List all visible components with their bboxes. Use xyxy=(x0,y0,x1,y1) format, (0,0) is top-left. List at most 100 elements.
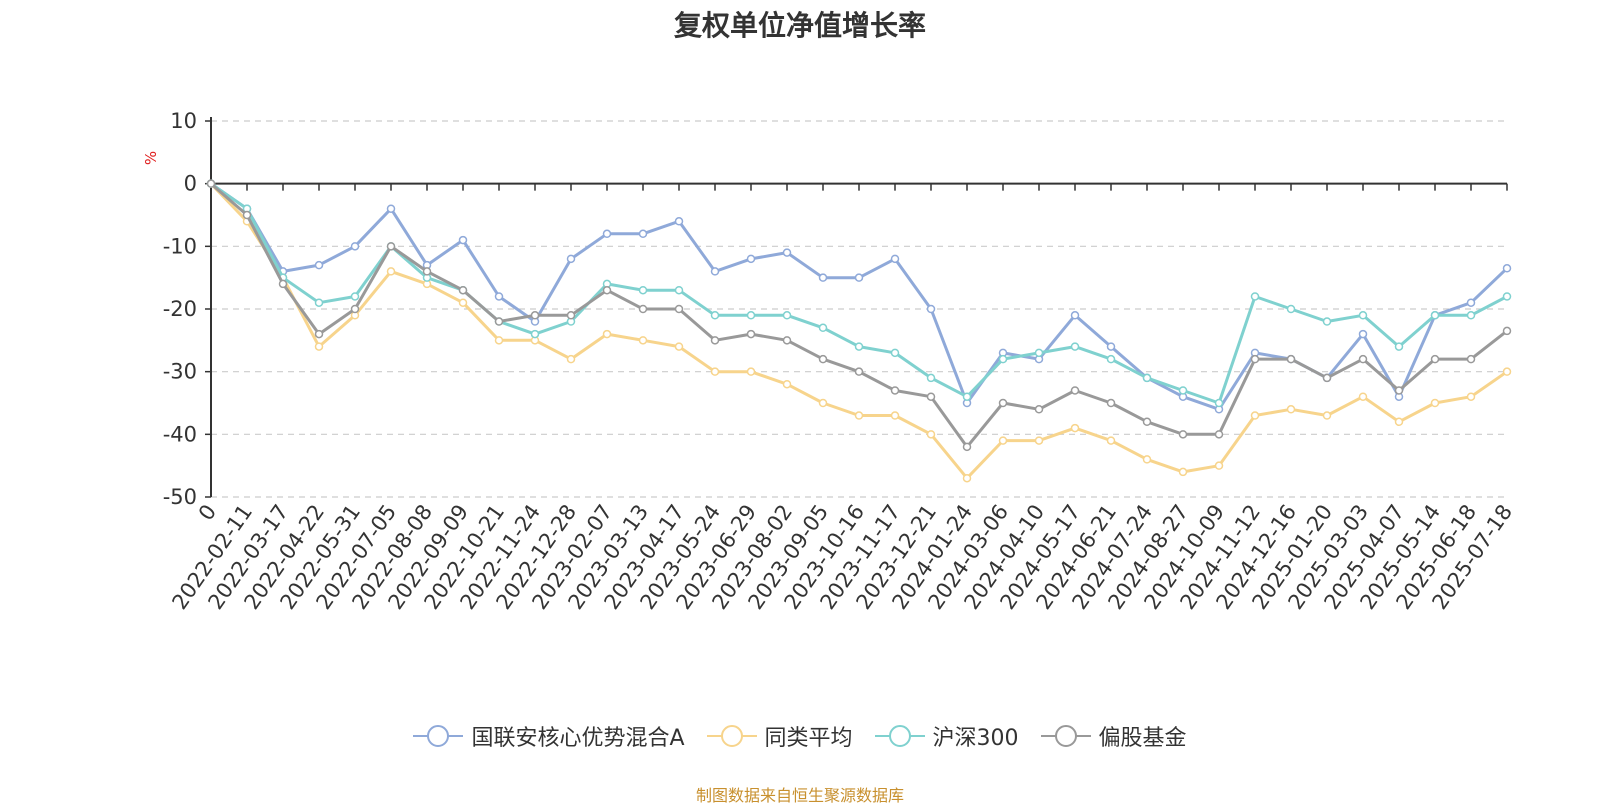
data-point[interactable] xyxy=(1178,430,1188,439)
data-point[interactable] xyxy=(1502,367,1512,376)
data-point[interactable] xyxy=(1430,398,1440,408)
data-point[interactable] xyxy=(710,367,720,376)
data-point[interactable] xyxy=(1322,373,1332,383)
data-point[interactable] xyxy=(782,336,792,345)
data-point[interactable] xyxy=(1466,298,1476,307)
data-point[interactable] xyxy=(494,292,504,301)
data-point[interactable] xyxy=(1322,317,1332,326)
data-point[interactable] xyxy=(314,260,324,270)
data-point[interactable] xyxy=(1106,342,1116,351)
data-point[interactable] xyxy=(674,285,684,295)
data-point[interactable] xyxy=(386,267,396,276)
legend-item[interactable]: 同类平均 xyxy=(706,720,853,752)
data-point[interactable] xyxy=(710,311,720,320)
data-point[interactable] xyxy=(890,411,900,420)
data-point[interactable] xyxy=(1502,292,1512,301)
data-point[interactable] xyxy=(1286,405,1296,414)
data-point[interactable] xyxy=(1178,386,1188,395)
data-point[interactable] xyxy=(638,285,648,295)
data-point[interactable] xyxy=(1034,436,1044,445)
data-point[interactable] xyxy=(458,285,468,295)
data-point[interactable] xyxy=(566,254,576,264)
data-point[interactable] xyxy=(350,304,360,314)
legend-item[interactable]: 国联安核心优势混合A xyxy=(413,720,685,752)
data-point[interactable] xyxy=(1430,354,1440,364)
data-point[interactable] xyxy=(1070,386,1080,395)
data-point[interactable] xyxy=(638,336,648,345)
data-point[interactable] xyxy=(1034,348,1044,358)
data-point[interactable] xyxy=(1250,411,1260,420)
data-point[interactable] xyxy=(962,392,972,401)
data-point[interactable] xyxy=(1070,311,1080,320)
data-point[interactable] xyxy=(494,336,504,345)
data-point[interactable] xyxy=(926,430,936,439)
data-point[interactable] xyxy=(278,279,288,289)
data-point[interactable] xyxy=(962,442,972,452)
data-point[interactable] xyxy=(782,248,792,257)
data-point[interactable] xyxy=(458,235,468,245)
data-point[interactable] xyxy=(530,329,540,339)
data-point[interactable] xyxy=(1106,398,1116,408)
data-point[interactable] xyxy=(1214,461,1224,470)
data-point[interactable] xyxy=(1142,455,1152,464)
data-point[interactable] xyxy=(602,229,612,239)
data-point[interactable] xyxy=(350,242,360,251)
data-point[interactable] xyxy=(818,323,828,333)
data-point[interactable] xyxy=(782,379,792,389)
legend-item[interactable]: 沪深300 xyxy=(874,720,1019,752)
data-point[interactable] xyxy=(1394,342,1404,351)
data-point[interactable] xyxy=(1358,392,1368,401)
data-point[interactable] xyxy=(746,311,756,320)
legend-item[interactable]: 偏股基金 xyxy=(1040,720,1187,752)
data-point[interactable] xyxy=(926,392,936,401)
data-point[interactable] xyxy=(1466,311,1476,320)
data-point[interactable] xyxy=(1178,467,1188,477)
data-point[interactable] xyxy=(1106,354,1116,364)
data-point[interactable] xyxy=(1250,354,1260,364)
data-point[interactable] xyxy=(998,398,1008,408)
data-point[interactable] xyxy=(818,354,828,364)
data-point[interactable] xyxy=(1466,354,1476,364)
data-point[interactable] xyxy=(386,204,396,213)
data-point[interactable] xyxy=(890,254,900,264)
data-point[interactable] xyxy=(1502,326,1512,336)
data-point[interactable] xyxy=(602,329,612,339)
data-point[interactable] xyxy=(854,367,864,376)
data-point[interactable] xyxy=(1070,423,1080,433)
data-point[interactable] xyxy=(1430,311,1440,320)
data-point[interactable] xyxy=(1394,417,1404,427)
data-point[interactable] xyxy=(314,329,324,339)
data-point[interactable] xyxy=(1070,342,1080,351)
data-point[interactable] xyxy=(1466,392,1476,401)
data-point[interactable] xyxy=(746,329,756,339)
data-point[interactable] xyxy=(566,311,576,320)
data-point[interactable] xyxy=(674,342,684,351)
data-point[interactable] xyxy=(890,386,900,395)
data-point[interactable] xyxy=(674,304,684,314)
data-point[interactable] xyxy=(890,348,900,358)
data-point[interactable] xyxy=(206,179,216,188)
data-point[interactable] xyxy=(1286,304,1296,314)
data-point[interactable] xyxy=(962,473,972,483)
data-point[interactable] xyxy=(998,436,1008,445)
data-point[interactable] xyxy=(926,304,936,314)
data-point[interactable] xyxy=(1286,354,1296,364)
data-point[interactable] xyxy=(1502,264,1512,273)
data-point[interactable] xyxy=(494,317,504,326)
data-point[interactable] xyxy=(818,273,828,282)
data-point[interactable] xyxy=(530,311,540,320)
data-point[interactable] xyxy=(710,267,720,276)
data-point[interactable] xyxy=(1106,436,1116,445)
data-point[interactable] xyxy=(1358,329,1368,339)
data-point[interactable] xyxy=(1322,411,1332,420)
data-point[interactable] xyxy=(638,229,648,239)
data-point[interactable] xyxy=(818,398,828,408)
data-point[interactable] xyxy=(566,354,576,364)
data-point[interactable] xyxy=(1250,292,1260,301)
data-point[interactable] xyxy=(638,304,648,314)
data-point[interactable] xyxy=(1142,417,1152,427)
data-point[interactable] xyxy=(674,217,684,226)
data-point[interactable] xyxy=(1214,398,1224,408)
data-point[interactable] xyxy=(854,273,864,282)
data-point[interactable] xyxy=(998,354,1008,364)
